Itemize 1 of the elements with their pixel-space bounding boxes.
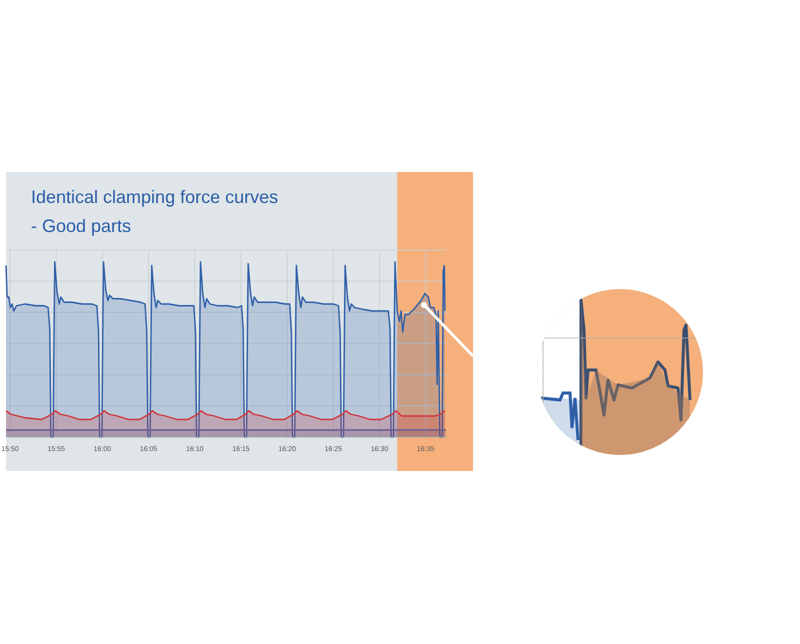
chart-title: Identical clamping force curves - Good parts	[31, 187, 278, 236]
